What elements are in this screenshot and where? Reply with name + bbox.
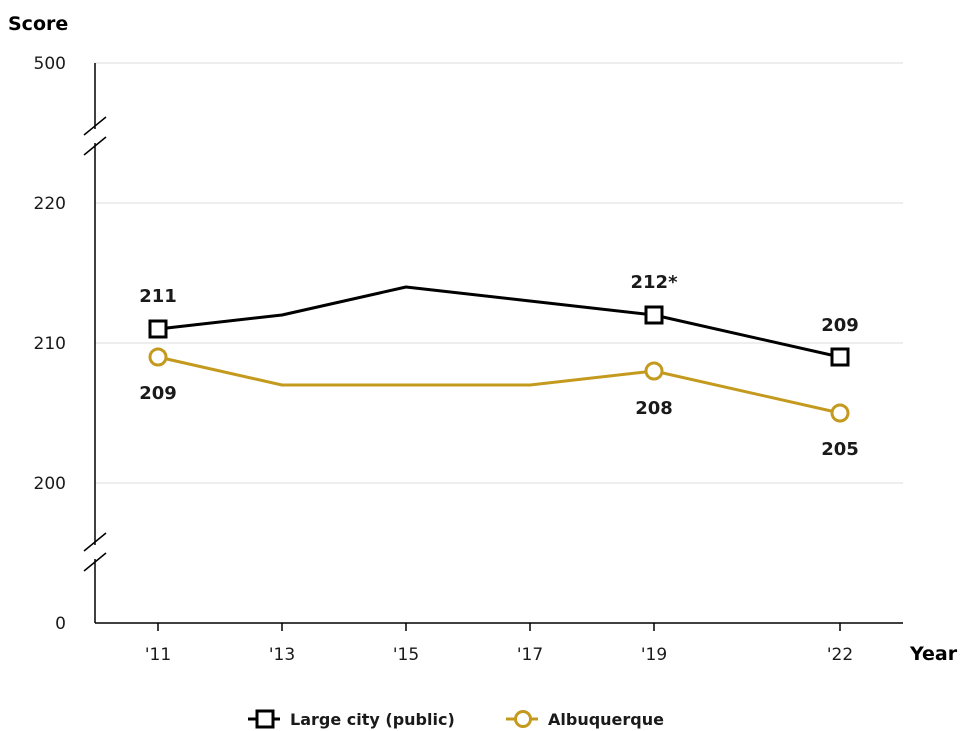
- legend-circle-marker: [514, 710, 532, 728]
- legend-label: Large city (public): [290, 710, 455, 729]
- data-label: 205: [821, 439, 859, 460]
- x-tick-label: '19: [641, 645, 667, 665]
- data-label: 211: [139, 286, 177, 307]
- data-label: 209: [139, 383, 177, 404]
- data-label: 208: [635, 398, 673, 419]
- x-axis-title: Year: [909, 643, 958, 665]
- gridlines: [95, 62, 903, 484]
- axis-break-mark: [83, 532, 107, 552]
- axis-break-mark: [83, 136, 107, 156]
- y-axis-title: Score: [8, 13, 68, 35]
- x-tick-label: '13: [269, 645, 295, 665]
- legend: Large city (public) Albuquerque: [248, 709, 664, 729]
- y-tick-label: 210: [34, 334, 66, 354]
- tick-labels: 0 200 210 220 500 '11 '13 '15 '17 '19 '22: [34, 54, 854, 665]
- x-tick-label: '17: [517, 645, 543, 665]
- y-tick-label: 200: [34, 474, 66, 494]
- data-point-square: [148, 319, 168, 339]
- legend-square-marker: [255, 709, 275, 729]
- y-tick-label: 220: [34, 194, 66, 214]
- data-label: 209: [821, 315, 859, 336]
- legend-item: Albuquerque: [506, 710, 664, 729]
- legend-label: Albuquerque: [548, 710, 664, 729]
- x-tick-label: '15: [393, 645, 419, 665]
- x-tick-label: '22: [827, 645, 853, 665]
- data-labels: 211 212* 209 209 208 205: [139, 272, 859, 460]
- series-line: [157, 285, 841, 359]
- series-lines: [148, 285, 850, 423]
- axes: [83, 63, 903, 631]
- series-line: [157, 355, 841, 415]
- y-tick-label: 500: [34, 54, 66, 74]
- data-point-circle: [830, 403, 850, 423]
- axis-break-mark: [83, 116, 107, 136]
- x-tick-label: '11: [145, 645, 171, 665]
- data-label: 212*: [631, 272, 679, 293]
- data-point-circle: [148, 347, 168, 367]
- data-point-square: [644, 305, 664, 325]
- data-point-square: [830, 347, 850, 367]
- data-point-circle: [644, 361, 664, 381]
- y-tick-label: 0: [55, 614, 66, 634]
- legend-item: Large city (public): [248, 709, 455, 729]
- axis-break-mark: [83, 552, 107, 572]
